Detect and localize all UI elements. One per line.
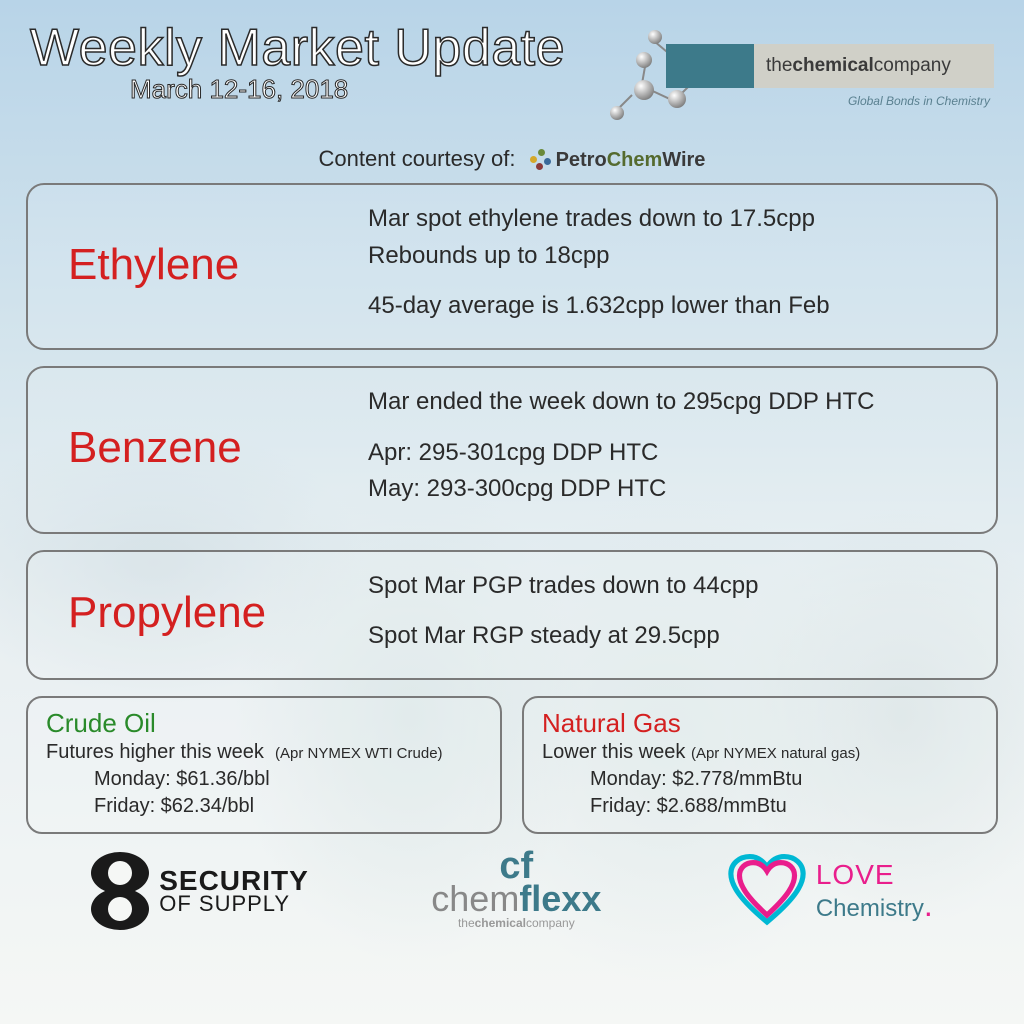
ethylene-title: Ethylene	[58, 203, 368, 326]
page-title: Weekly Market Update	[30, 18, 604, 78]
gas-monday: Monday: $2.778/mmBtu	[590, 768, 978, 791]
gas-title: Natural Gas	[542, 708, 978, 739]
heart-icon	[724, 853, 810, 929]
header: Weekly Market Update March 12-16, 2018 t…	[0, 0, 1024, 140]
crude-title: Crude Oil	[46, 708, 482, 739]
ethylene-card: Ethylene Mar spot ethylene trades down t…	[26, 183, 998, 350]
chemflexx-logo: cf chemflexx thechemicalcompany	[431, 853, 601, 930]
love-chemistry-logo: LOVE Chemistry.	[724, 853, 933, 929]
tcc-tagline: Global Bonds in Chemistry	[848, 94, 990, 108]
footer-logos: SECURITY OF SUPPLY cf chemflexx thechemi…	[0, 834, 1024, 930]
natural-gas-card: Natural Gas Lower this week (Apr NYMEX n…	[522, 696, 998, 834]
gas-sub: Lower this week (Apr NYMEX natural gas)	[542, 741, 978, 764]
benzene-title: Benzene	[58, 386, 368, 509]
security-of-supply-logo: SECURITY OF SUPPLY	[91, 852, 309, 930]
propylene-card: Propylene Spot Mar PGP trades down to 44…	[26, 550, 998, 681]
crude-oil-card: Crude Oil Futures higher this week (Apr …	[26, 696, 502, 834]
petrochemwire-logo: PetroChemWire	[528, 147, 706, 173]
courtesy-line: Content courtesy of: PetroChemWire	[0, 146, 1024, 173]
sos-icon	[91, 852, 149, 930]
benzene-body: Mar ended the week down to 295cpg DDP HT…	[368, 386, 966, 509]
crude-friday: Friday: $62.34/bbl	[94, 795, 482, 818]
crude-monday: Monday: $61.36/bbl	[94, 768, 482, 791]
tcc-brand-text: thechemicalcompany	[766, 55, 951, 77]
benzene-card: Benzene Mar ended the week down to 295cp…	[26, 366, 998, 533]
tcc-logo: thechemicalcompany Global Bonds in Chemi…	[604, 22, 994, 130]
gas-friday: Friday: $2.688/mmBtu	[590, 795, 978, 818]
title-block: Weekly Market Update March 12-16, 2018	[30, 18, 604, 105]
cf-icon: cf	[431, 853, 601, 880]
date-range: March 12-16, 2018	[130, 74, 604, 105]
ethylene-body: Mar spot ethylene trades down to 17.5cpp…	[368, 203, 966, 326]
crude-sub: Futures higher this week (Apr NYMEX WTI …	[46, 741, 482, 764]
propylene-title: Propylene	[58, 570, 368, 657]
propylene-body: Spot Mar PGP trades down to 44cpp Spot M…	[368, 570, 966, 657]
